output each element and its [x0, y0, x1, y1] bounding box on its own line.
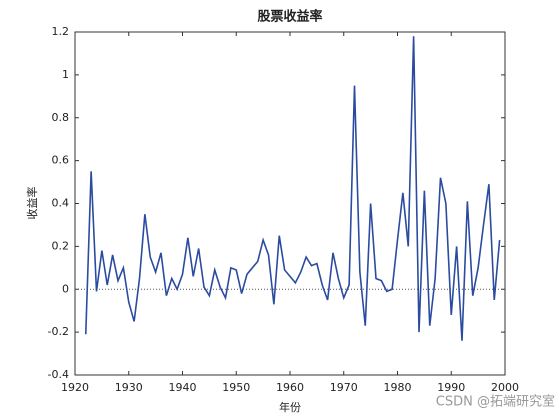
- x-tick-label: 1990: [437, 381, 465, 394]
- y-tick-label: 0.2: [52, 239, 70, 252]
- y-tick-label: 1.2: [52, 25, 70, 38]
- y-tick-label: -0.4: [48, 368, 69, 381]
- chart-title: 股票收益率: [257, 9, 322, 25]
- x-axis-label: 年份: [279, 400, 301, 414]
- x-tick-label: 1980: [384, 381, 412, 394]
- y-axis-label: 收益率: [25, 187, 39, 220]
- watermark: CSDN @拓端研究室: [436, 394, 555, 410]
- x-tick-label: 1960: [276, 381, 304, 394]
- x-tick-label: 1970: [330, 381, 358, 394]
- y-tick-label: 0.6: [52, 154, 70, 167]
- line: [84, 36, 501, 341]
- x-tick-label: 1940: [169, 381, 197, 394]
- y-tick-label: 1: [62, 68, 69, 81]
- y-tick-label: 0.8: [52, 111, 70, 124]
- y-tick-label: 0: [62, 282, 69, 295]
- x-tick-label: 1920: [61, 381, 89, 394]
- y-tick-label: -0.2: [48, 325, 69, 338]
- x-tick-label: 1930: [115, 381, 143, 394]
- x-tick-label: 2000: [491, 381, 519, 394]
- y-tick-label: 0.4: [52, 197, 70, 210]
- x-tick-label: 1950: [222, 381, 250, 394]
